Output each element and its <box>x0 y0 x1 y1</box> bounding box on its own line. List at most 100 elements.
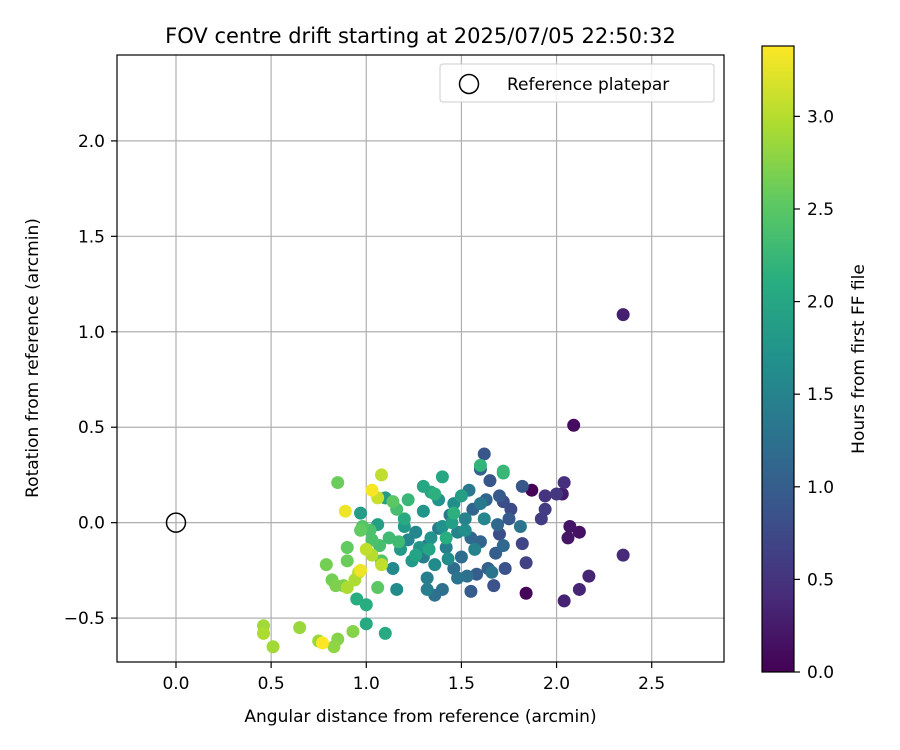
data-point <box>365 533 379 547</box>
data-point <box>454 489 468 503</box>
reference-point-marker <box>165 512 187 533</box>
x-tick-label: 0.0 <box>162 674 189 694</box>
data-point <box>515 537 529 551</box>
data-point <box>458 523 472 537</box>
data-point <box>428 558 442 572</box>
data-point <box>266 640 280 654</box>
data-point <box>378 626 392 640</box>
data-point <box>561 531 575 545</box>
data-point <box>365 483 379 497</box>
data-point <box>420 571 434 585</box>
data-point <box>502 512 516 526</box>
data-point <box>331 476 345 490</box>
x-axis-ticks: 0.0 0.5 1.0 1.5 2.0 2.5 <box>162 662 665 694</box>
data-point <box>401 493 415 507</box>
data-point <box>359 617 373 631</box>
data-point <box>519 556 533 570</box>
data-point <box>498 561 512 575</box>
data-point <box>435 470 449 484</box>
legend: Reference platepar <box>439 63 715 103</box>
data-point <box>483 474 497 488</box>
data-point <box>464 584 478 598</box>
data-point <box>572 525 586 539</box>
data-point <box>439 540 453 554</box>
data-point <box>371 581 385 595</box>
data-point <box>257 626 271 640</box>
data-point <box>616 548 630 562</box>
data-point <box>354 563 368 577</box>
y-axis-ticks: −0.5 0.0 0.5 1.0 1.5 2.0 <box>64 132 117 629</box>
data-point <box>487 579 501 593</box>
data-point <box>492 489 506 503</box>
data-point <box>447 506 461 520</box>
data-point <box>468 542 482 556</box>
y-tick-label: 0.5 <box>78 418 105 438</box>
colorbar-tick-label: 0.5 <box>807 570 834 590</box>
data-point <box>359 598 373 612</box>
colorbar-label: Hours from first FF file <box>849 264 869 454</box>
data-point <box>338 504 352 518</box>
data-point <box>477 447 491 461</box>
data-point <box>454 550 468 564</box>
grid-lines <box>117 55 724 662</box>
data-point <box>382 531 396 545</box>
y-tick-label: 1.0 <box>78 323 105 343</box>
data-point <box>354 523 368 537</box>
y-tick-label: 0.0 <box>78 514 105 534</box>
colorbar-tick-label: 1.5 <box>807 385 834 405</box>
colorbar-tick-label: 2.0 <box>807 293 834 313</box>
data-point <box>390 582 404 596</box>
data-point <box>451 571 465 585</box>
data-point <box>567 418 581 432</box>
data-point <box>424 531 438 545</box>
x-tick-label: 1.0 <box>353 674 380 694</box>
data-point <box>513 519 527 533</box>
x-tick-label: 2.5 <box>638 674 665 694</box>
data-point <box>563 519 577 533</box>
data-point <box>316 636 330 650</box>
data-point <box>557 476 571 490</box>
colorbar-gradient <box>761 45 795 673</box>
colorbar-tick-label: 1.0 <box>807 478 834 498</box>
legend-label: Reference platepar <box>507 75 669 95</box>
data-point <box>428 487 442 501</box>
data-point <box>496 464 510 478</box>
data-point <box>491 518 505 532</box>
data-point <box>346 624 360 638</box>
colorbar-tick-label: 0.0 <box>807 663 834 683</box>
data-point <box>374 558 388 572</box>
y-tick-label: 1.5 <box>78 227 105 247</box>
chart-title: FOV centre drift starting at 2025/07/05 … <box>165 24 676 48</box>
data-point <box>616 308 630 322</box>
data-point <box>477 512 491 526</box>
y-axis-label: Rotation from reference (arcmin) <box>23 218 43 498</box>
data-point <box>550 487 564 501</box>
data-point <box>473 497 487 511</box>
data-point <box>538 502 552 516</box>
data-point <box>519 586 533 600</box>
x-tick-label: 2.0 <box>543 674 570 694</box>
data-point <box>439 531 453 545</box>
data-point <box>340 540 354 554</box>
x-tick-label: 1.5 <box>448 674 475 694</box>
data-point <box>293 621 307 635</box>
data-point <box>557 594 571 608</box>
data-point <box>416 479 430 493</box>
y-tick-label: −0.5 <box>64 609 105 629</box>
legend-box <box>439 63 715 103</box>
data-point <box>416 504 430 518</box>
y-tick-label: 2.0 <box>78 132 105 152</box>
data-point <box>441 552 455 566</box>
data-point <box>458 512 472 526</box>
plot-frame <box>116 54 725 663</box>
data-point <box>422 542 436 556</box>
data-point <box>327 640 341 654</box>
data-point <box>572 582 586 596</box>
data-point <box>319 558 333 572</box>
data-point <box>409 548 423 562</box>
data-point <box>515 479 529 493</box>
data-point <box>354 506 368 520</box>
x-axis-label: Angular distance from reference (arcmin) <box>244 707 596 727</box>
colorbar-tick-label: 2.5 <box>807 200 834 220</box>
